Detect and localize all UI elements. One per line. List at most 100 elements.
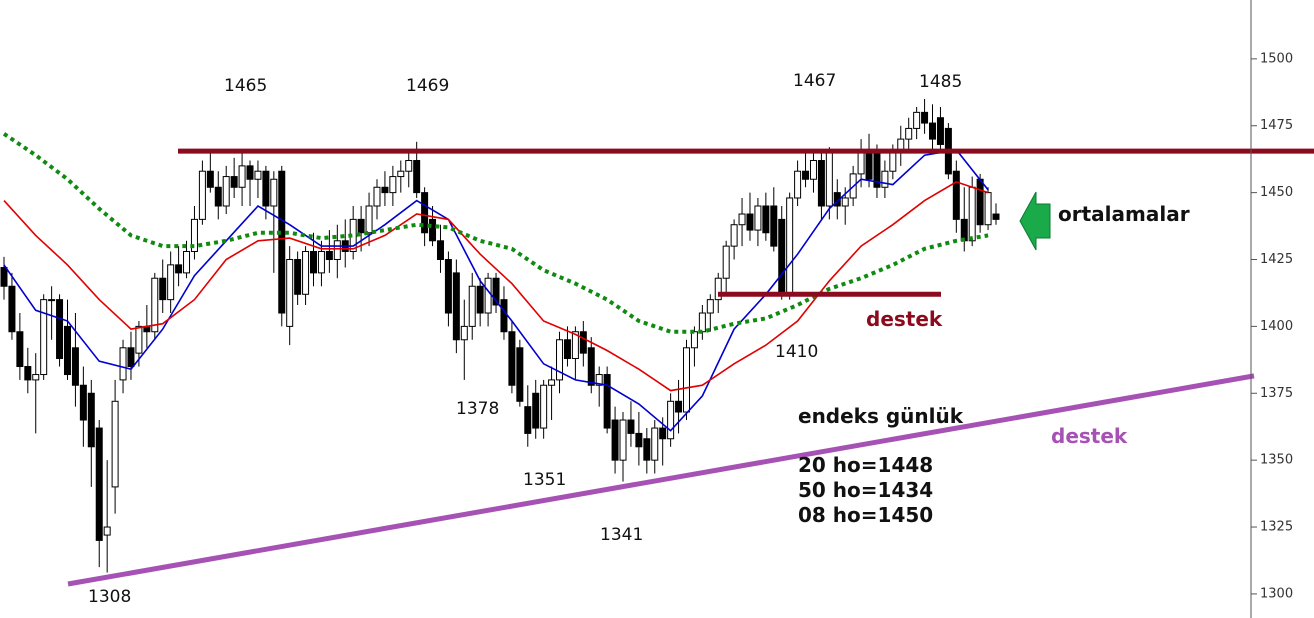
label: ortalamalar — [1058, 202, 1190, 226]
candle-body — [913, 111, 921, 129]
candle-body — [492, 277, 500, 306]
candle-body — [48, 299, 56, 302]
candle-body — [151, 277, 159, 333]
annotation: 1467 — [793, 71, 836, 91]
candle-body — [508, 331, 516, 386]
candle-body — [548, 379, 556, 386]
candle-body — [730, 224, 738, 247]
candle-body — [484, 277, 492, 314]
candle-body — [667, 400, 675, 440]
candle-body — [135, 325, 143, 354]
candle-body — [230, 176, 238, 188]
annotation: 1469 — [406, 76, 449, 96]
candle-body — [579, 331, 587, 354]
candle-body — [71, 347, 79, 386]
candle-body — [738, 213, 746, 226]
candle-body — [183, 250, 191, 274]
candle-body — [310, 250, 318, 274]
candle-body — [365, 205, 373, 234]
candle-body — [802, 170, 810, 180]
candle-body — [682, 347, 690, 413]
label: 08 ho=1450 — [798, 503, 933, 527]
candle-body — [190, 218, 198, 252]
candle-body — [690, 331, 698, 349]
candle-body — [79, 384, 87, 421]
candle-body — [563, 339, 571, 359]
y-tick-label: 1300 — [1260, 586, 1293, 601]
candle-body — [587, 347, 595, 386]
candle-body — [651, 427, 659, 461]
candle-body — [643, 438, 651, 461]
candle-body — [706, 299, 714, 314]
candle-body — [714, 277, 722, 301]
y-tick-label: 1325 — [1260, 520, 1293, 535]
plot-area — [0, 98, 1314, 587]
candle-body — [540, 384, 548, 429]
candle-body — [532, 392, 540, 429]
candle-body — [976, 178, 984, 226]
annotation: 1465 — [224, 76, 267, 96]
candle-body — [571, 331, 579, 359]
candle-body — [56, 299, 64, 359]
candle-body — [468, 285, 476, 327]
candle-body — [794, 170, 802, 199]
candle-body — [175, 264, 183, 274]
candle-body — [32, 374, 40, 381]
candle-body — [809, 160, 817, 180]
candle-body — [770, 205, 778, 247]
candle-body — [95, 427, 103, 541]
candle-body — [87, 392, 95, 448]
candle-body — [214, 186, 222, 207]
candle-body — [476, 285, 484, 314]
trendline — [67, 373, 1255, 587]
candle-body — [127, 347, 135, 368]
candle-body — [968, 186, 976, 242]
candle-body — [603, 374, 611, 429]
candle-body — [262, 170, 270, 207]
candle-body — [357, 218, 365, 234]
candle-body — [278, 170, 286, 314]
candle-body — [595, 374, 603, 386]
candle-body — [556, 339, 564, 381]
candle-body — [397, 170, 405, 178]
candle-body — [24, 366, 32, 381]
candle-body — [817, 160, 825, 207]
candle-body — [333, 240, 341, 261]
candle-body — [429, 218, 437, 242]
candle-body — [317, 250, 325, 274]
candle-body — [111, 400, 119, 488]
candle-body — [452, 272, 460, 341]
candle-body — [698, 312, 706, 333]
candle-body — [198, 170, 206, 220]
candle-body — [516, 347, 524, 402]
label: 50 ho=1434 — [798, 478, 933, 502]
annotation: 1410 — [775, 342, 818, 362]
candle-body — [754, 205, 762, 231]
candle-body — [611, 419, 619, 461]
candle-body — [627, 419, 635, 434]
candle-body — [841, 197, 849, 207]
y-tick-label: 1475 — [1260, 118, 1293, 133]
y-tick-label: 1350 — [1260, 453, 1293, 468]
candle-body — [167, 264, 175, 301]
candle-body — [254, 170, 262, 180]
candle-body — [921, 111, 929, 124]
candle-body — [778, 218, 786, 295]
candle-body — [635, 432, 643, 448]
candle-body — [270, 178, 278, 207]
candle-body — [16, 331, 24, 368]
candle-body — [881, 170, 889, 188]
candle-body — [905, 127, 913, 140]
candle-body — [0, 267, 8, 287]
candle-body — [500, 299, 508, 333]
candle-body — [936, 117, 944, 145]
label: endeks günlük — [798, 404, 964, 428]
candle-body — [786, 197, 794, 295]
y-tick-label: 1450 — [1260, 185, 1293, 200]
candle-body — [389, 176, 397, 194]
candle-body — [421, 192, 429, 234]
candle-body — [675, 400, 683, 413]
candle-body — [746, 213, 754, 231]
annotation: 1485 — [919, 72, 962, 92]
annotation: 1378 — [456, 399, 499, 419]
